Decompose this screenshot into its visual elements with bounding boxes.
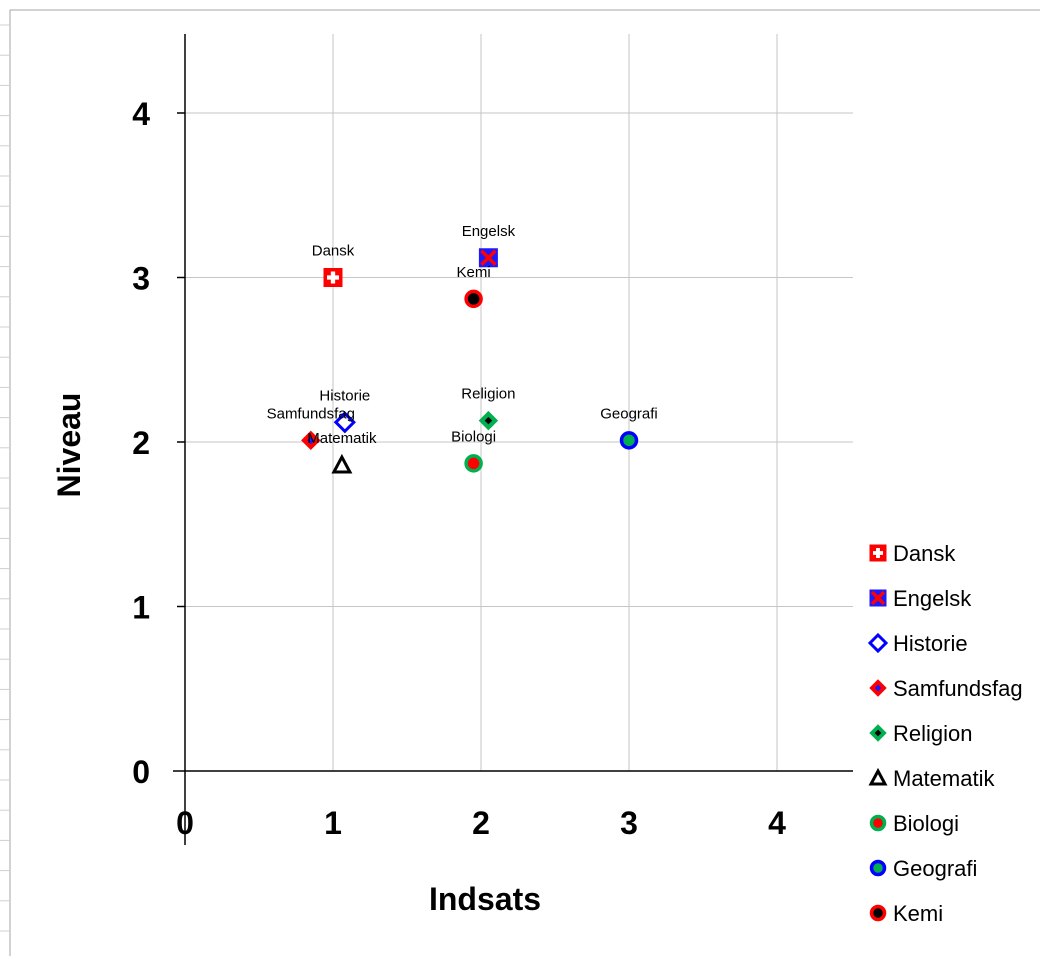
legend-item: Biologi bbox=[869, 811, 959, 836]
legend-label: Biologi bbox=[893, 811, 959, 836]
x-axis-label: Indsats bbox=[429, 881, 541, 917]
legend-label: Kemi bbox=[893, 901, 943, 926]
marker-religion bbox=[869, 724, 887, 742]
marker-religion bbox=[478, 410, 499, 431]
y-tick-label: 0 bbox=[132, 754, 150, 790]
x-tick-label: 0 bbox=[176, 805, 194, 841]
x-tick-labels: 0 1 2 3 4 bbox=[176, 805, 786, 841]
marker-dansk bbox=[323, 268, 343, 287]
y-tick-label: 1 bbox=[132, 590, 150, 626]
data-label: Biologi bbox=[451, 428, 496, 445]
x-tick-label: 3 bbox=[620, 805, 638, 841]
marker-matematik bbox=[868, 767, 888, 786]
legend-item: Kemi bbox=[869, 901, 943, 926]
data-label: Dansk bbox=[312, 243, 355, 260]
legend: Dansk Engelsk Historie Samfundsfag Religion M… bbox=[867, 541, 1023, 926]
marker-historie bbox=[867, 632, 889, 654]
y-tick-labels: 0 1 2 3 4 bbox=[132, 96, 150, 790]
y-tick-label: 4 bbox=[132, 96, 150, 132]
marker-kemi bbox=[464, 289, 483, 309]
y-axis-label: Niveau bbox=[51, 393, 87, 498]
legend-item: Geografi bbox=[869, 856, 977, 881]
y-tick-label: 2 bbox=[132, 425, 150, 461]
legend-label: Matematik bbox=[893, 766, 995, 791]
legend-label: Engelsk bbox=[893, 586, 972, 611]
x-tick-label: 1 bbox=[324, 805, 342, 841]
marker-biologi bbox=[464, 454, 483, 473]
marker-matematik bbox=[331, 453, 353, 474]
marker-geografi bbox=[619, 431, 639, 450]
data-label: Matematik bbox=[307, 430, 377, 447]
data-label: Historie bbox=[319, 387, 370, 404]
legend-label: Dansk bbox=[893, 541, 956, 566]
marker-samfundsfag bbox=[301, 430, 321, 451]
marker-biologi bbox=[869, 814, 887, 832]
data-label: Samfundsfag bbox=[267, 405, 355, 422]
legend-item: Religion bbox=[869, 721, 973, 746]
marker-dansk bbox=[869, 544, 887, 562]
data-label: Religion bbox=[461, 386, 515, 403]
axes bbox=[173, 34, 853, 845]
legend-label: Samfundsfag bbox=[893, 676, 1023, 701]
x-tick-label: 2 bbox=[472, 805, 490, 841]
sheet-row-ticks bbox=[0, 24, 10, 932]
y-tick-label: 3 bbox=[132, 261, 150, 297]
gridlines bbox=[185, 34, 853, 771]
data-label: Kemi bbox=[457, 264, 491, 281]
legend-label: Geografi bbox=[893, 856, 977, 881]
legend-item: Dansk bbox=[869, 541, 956, 566]
marker-geografi bbox=[869, 859, 887, 877]
marker-engelsk bbox=[869, 589, 887, 607]
legend-item: Engelsk bbox=[869, 586, 972, 611]
marker-kemi bbox=[869, 904, 887, 922]
legend-item: Historie bbox=[867, 631, 968, 656]
data-label: Geografi bbox=[600, 405, 658, 422]
x-tick-label: 4 bbox=[768, 805, 786, 841]
data-points bbox=[301, 248, 639, 474]
legend-item: Samfundsfag bbox=[869, 676, 1023, 701]
legend-item: Matematik bbox=[868, 766, 995, 791]
marker-engelsk bbox=[478, 248, 498, 268]
data-label: Engelsk bbox=[462, 223, 516, 240]
marker-samfundsfag bbox=[869, 679, 887, 697]
legend-label: Historie bbox=[893, 631, 968, 656]
legend-label: Religion bbox=[893, 721, 973, 746]
marker-historie bbox=[333, 411, 356, 434]
chart-frame bbox=[9, 9, 1040, 956]
